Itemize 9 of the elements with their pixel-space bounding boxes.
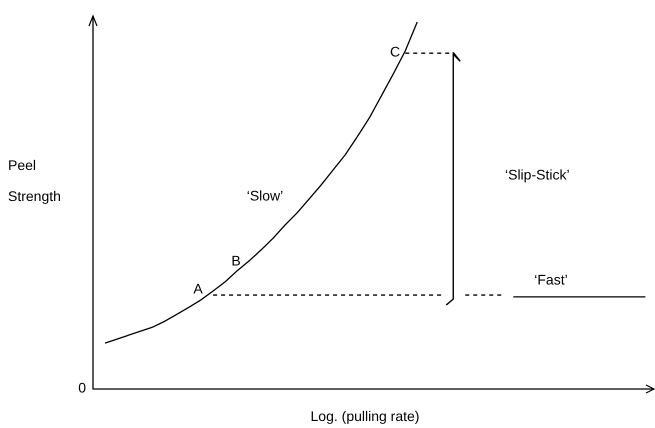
annotation: B	[231, 252, 241, 269]
annotation: A	[193, 280, 204, 297]
annotation: C	[390, 44, 400, 60]
annotation: ‘Fast’	[534, 272, 568, 288]
y-axis-title: Peel Strength	[8, 156, 62, 206]
x-axis-title: Log. (pulling rate)	[310, 408, 420, 424]
annotation: ‘Slow’	[246, 188, 284, 204]
annotation: ‘Slip-Stick’	[505, 166, 570, 183]
text: 0	[78, 380, 86, 396]
